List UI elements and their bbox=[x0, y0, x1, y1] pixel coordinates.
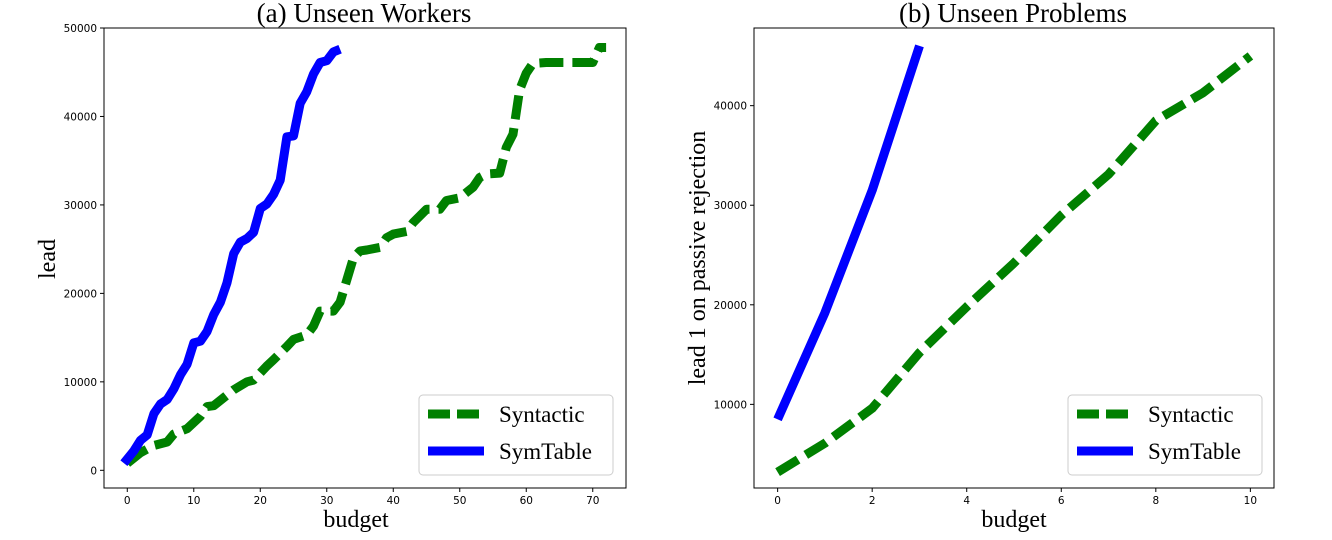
panel-b-frame bbox=[753, 27, 1275, 489]
panel-a-series bbox=[120, 43, 607, 467]
panel-b-series-syntactic-line bbox=[775, 52, 1254, 476]
panel-b-legend: Syntactic SymTable bbox=[1067, 394, 1263, 476]
panel-a-xtick-label: 50 bbox=[453, 495, 466, 507]
panel-b-xtick-label: 10 bbox=[1244, 495, 1257, 507]
panel-a-legend-symtable-label: SymTable bbox=[499, 439, 592, 464]
panel-a: (a) Unseen Workers budget lead 0 10 20 30 40… bbox=[35, 0, 627, 533]
panel-b-xtick-label: 4 bbox=[963, 495, 970, 507]
panel-b-legend-syntactic-label: Syntactic bbox=[1148, 402, 1234, 427]
panel-a-xlabel: budget bbox=[323, 507, 389, 533]
panel-a-ytick-label: 0 bbox=[90, 465, 97, 477]
panel-b-title: (b) Unseen Problems bbox=[899, 0, 1127, 28]
panel-a-ytick-label: 50000 bbox=[64, 23, 97, 35]
panel-b-ytick-label: 30000 bbox=[714, 200, 747, 212]
panel-a-axes: 0 10 20 30 40 50 60 70 0 10000 20000 30000 40000 5000… bbox=[64, 23, 600, 507]
panel-a-title: (a) Unseen Workers bbox=[257, 0, 472, 28]
panel-a-xtick-label: 20 bbox=[254, 495, 267, 507]
panel-a-legend: Syntactic SymTable bbox=[418, 394, 614, 476]
panel-a-xtick-label: 0 bbox=[124, 495, 131, 507]
panel-b-series-symtable-line bbox=[773, 44, 924, 422]
panel-b-ytick-label: 20000 bbox=[714, 300, 747, 312]
panel-b-xtick-label: 2 bbox=[869, 495, 876, 507]
panel-a-ytick-label: 20000 bbox=[64, 288, 97, 300]
panel-b-axes: 0 2 4 6 8 10 10000 20000 30000 40000 bbox=[714, 101, 1257, 507]
panel-a-xtick-label: 60 bbox=[520, 495, 533, 507]
panel-a-frame bbox=[103, 27, 627, 489]
panel-a-ylabel: lead bbox=[35, 239, 61, 279]
panel-b-xlabel: budget bbox=[981, 507, 1047, 533]
panel-b-xtick-label: 0 bbox=[774, 495, 781, 507]
panel-b-xtick-label: 6 bbox=[1058, 495, 1065, 507]
panel-b-ytick-label: 40000 bbox=[714, 101, 747, 113]
panel-b-series bbox=[773, 44, 1254, 476]
panel-b-legend-symtable-label: SymTable bbox=[1148, 439, 1241, 464]
panel-a-series-syntactic-line bbox=[124, 43, 607, 467]
panel-b-ylabel: lead 1 on passive rejection bbox=[685, 131, 711, 386]
panel-a-ytick-label: 10000 bbox=[64, 377, 97, 389]
panel-a-ytick-label: 40000 bbox=[64, 111, 97, 123]
panel-a-xtick-label: 40 bbox=[387, 495, 400, 507]
panel-b: (b) Unseen Problems budget lead 1 on pas… bbox=[685, 0, 1275, 533]
panel-a-xtick-label: 30 bbox=[320, 495, 333, 507]
panel-a-ytick-label: 30000 bbox=[64, 200, 97, 212]
panel-a-legend-syntactic-label: Syntactic bbox=[499, 402, 585, 427]
panel-a-series-symtable-line bbox=[120, 45, 342, 467]
panel-a-xtick-label: 70 bbox=[586, 495, 599, 507]
panel-a-xtick-label: 10 bbox=[187, 495, 200, 507]
panel-b-ytick-label: 10000 bbox=[714, 399, 747, 411]
panel-b-xtick-label: 8 bbox=[1152, 495, 1159, 507]
